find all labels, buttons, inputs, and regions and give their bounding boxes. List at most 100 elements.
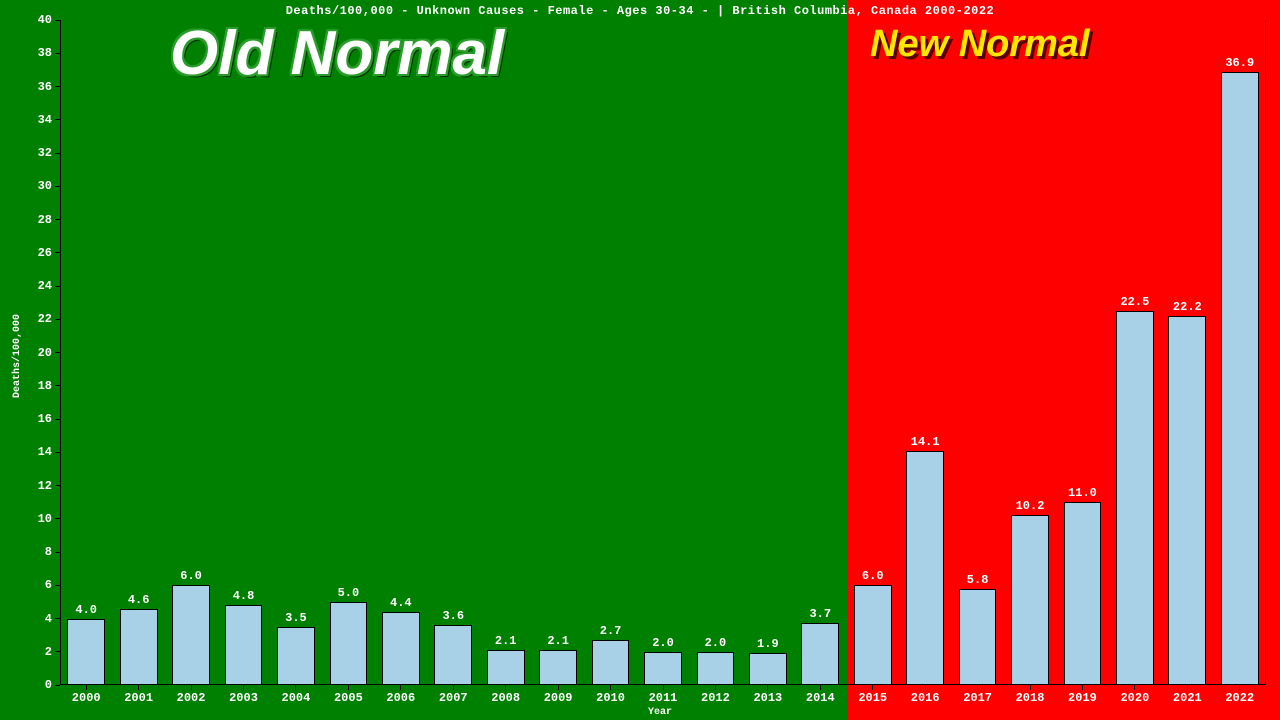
y-tick-label: 24 bbox=[12, 279, 52, 293]
bar-value-label: 3.7 bbox=[794, 607, 846, 621]
bar bbox=[1064, 502, 1102, 685]
bar bbox=[1168, 316, 1206, 685]
x-tick-mark bbox=[348, 685, 349, 690]
y-tick-mark bbox=[55, 186, 60, 187]
x-axis-label: Year bbox=[648, 707, 672, 718]
bar-value-label: 4.0 bbox=[60, 603, 112, 617]
bar-value-label: 4.6 bbox=[112, 593, 164, 607]
bar bbox=[172, 585, 210, 685]
x-tick-mark bbox=[1030, 685, 1031, 690]
y-tick-label: 8 bbox=[12, 545, 52, 559]
bar bbox=[277, 627, 315, 685]
bar-value-label: 2.7 bbox=[584, 624, 636, 638]
y-tick-label: 36 bbox=[12, 80, 52, 94]
y-tick-mark bbox=[55, 552, 60, 553]
y-tick-mark bbox=[55, 651, 60, 652]
chart-container: Deaths/100,000 - Unknown Causes - Female… bbox=[0, 0, 1280, 720]
y-tick-mark bbox=[55, 219, 60, 220]
bar bbox=[539, 650, 577, 685]
bar bbox=[801, 623, 839, 685]
x-tick-label: 2001 bbox=[112, 691, 164, 705]
x-tick-label: 2021 bbox=[1161, 691, 1213, 705]
bar-value-label: 22.2 bbox=[1161, 300, 1213, 314]
y-tick-label: 2 bbox=[12, 645, 52, 659]
x-tick-mark bbox=[977, 685, 978, 690]
x-tick-label: 2004 bbox=[270, 691, 322, 705]
x-tick-mark bbox=[295, 685, 296, 690]
bar-value-label: 6.0 bbox=[165, 569, 217, 583]
bar bbox=[959, 589, 997, 685]
x-tick-label: 2018 bbox=[1004, 691, 1056, 705]
x-tick-mark bbox=[925, 685, 926, 690]
y-axis-line bbox=[60, 20, 61, 685]
x-tick-label: 2011 bbox=[637, 691, 689, 705]
y-tick-label: 4 bbox=[12, 612, 52, 626]
y-tick-label: 38 bbox=[12, 46, 52, 60]
x-tick-label: 2012 bbox=[689, 691, 741, 705]
x-tick-label: 2020 bbox=[1109, 691, 1161, 705]
y-axis-label: Deaths/100,000 bbox=[12, 313, 23, 397]
x-tick-mark bbox=[610, 685, 611, 690]
x-tick-label: 2006 bbox=[375, 691, 427, 705]
x-tick-mark bbox=[715, 685, 716, 690]
y-tick-label: 40 bbox=[12, 13, 52, 27]
y-tick-mark bbox=[55, 419, 60, 420]
bar-value-label: 36.9 bbox=[1214, 56, 1266, 70]
bar bbox=[67, 619, 105, 686]
x-tick-mark bbox=[1187, 685, 1188, 690]
y-tick-label: 10 bbox=[12, 512, 52, 526]
y-tick-mark bbox=[55, 585, 60, 586]
bar bbox=[854, 585, 892, 685]
x-tick-label: 2007 bbox=[427, 691, 479, 705]
y-tick-mark bbox=[55, 153, 60, 154]
y-tick-mark bbox=[55, 685, 60, 686]
y-tick-mark bbox=[55, 119, 60, 120]
x-tick-mark bbox=[191, 685, 192, 690]
bar-value-label: 2.0 bbox=[637, 636, 689, 650]
bar-value-label: 5.8 bbox=[951, 573, 1003, 587]
bar-value-label: 2.1 bbox=[532, 634, 584, 648]
y-tick-mark bbox=[55, 452, 60, 453]
y-tick-label: 34 bbox=[12, 113, 52, 127]
bar bbox=[382, 612, 420, 685]
x-tick-mark bbox=[453, 685, 454, 690]
x-tick-mark bbox=[872, 685, 873, 690]
x-tick-label: 2008 bbox=[479, 691, 531, 705]
bar bbox=[1221, 72, 1259, 685]
bar-value-label: 11.0 bbox=[1056, 486, 1108, 500]
bar bbox=[697, 652, 735, 685]
x-tick-mark bbox=[1239, 685, 1240, 690]
y-tick-mark bbox=[55, 319, 60, 320]
x-tick-mark bbox=[243, 685, 244, 690]
y-tick-label: 6 bbox=[12, 578, 52, 592]
bar bbox=[906, 451, 944, 685]
y-tick-mark bbox=[55, 518, 60, 519]
bar-value-label: 1.9 bbox=[742, 637, 794, 651]
x-tick-label: 2017 bbox=[951, 691, 1003, 705]
x-tick-label: 2003 bbox=[217, 691, 269, 705]
y-tick-label: 0 bbox=[12, 678, 52, 692]
y-tick-label: 12 bbox=[12, 479, 52, 493]
bar-value-label: 4.8 bbox=[217, 589, 269, 603]
bar-value-label: 3.5 bbox=[270, 611, 322, 625]
x-tick-mark bbox=[400, 685, 401, 690]
bar-value-label: 2.0 bbox=[689, 636, 741, 650]
x-tick-label: 2016 bbox=[899, 691, 951, 705]
y-tick-mark bbox=[55, 385, 60, 386]
y-axis-line-right bbox=[1265, 20, 1266, 685]
y-tick-mark bbox=[55, 485, 60, 486]
y-tick-label: 16 bbox=[12, 412, 52, 426]
bar bbox=[644, 652, 682, 685]
bar-value-label: 10.2 bbox=[1004, 499, 1056, 513]
x-tick-mark bbox=[86, 685, 87, 690]
x-tick-label: 2022 bbox=[1214, 691, 1266, 705]
chart-title: Deaths/100,000 - Unknown Causes - Female… bbox=[0, 4, 1280, 18]
x-tick-label: 2005 bbox=[322, 691, 374, 705]
x-tick-mark bbox=[1082, 685, 1083, 690]
y-tick-mark bbox=[55, 53, 60, 54]
x-tick-label: 2019 bbox=[1056, 691, 1108, 705]
x-tick-label: 2000 bbox=[60, 691, 112, 705]
bar-value-label: 6.0 bbox=[847, 569, 899, 583]
x-tick-label: 2002 bbox=[165, 691, 217, 705]
bar bbox=[225, 605, 263, 685]
